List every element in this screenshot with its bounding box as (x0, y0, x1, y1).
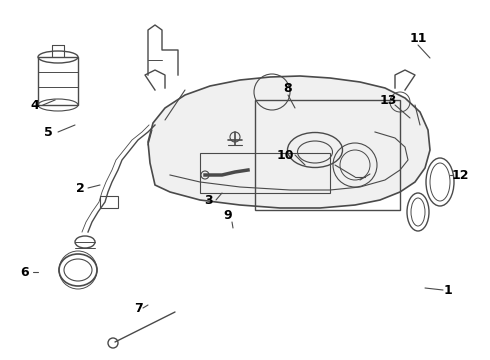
Bar (38, 57, 78, 105)
Text: 11: 11 (409, 32, 427, 45)
Text: 3: 3 (204, 194, 212, 207)
Bar (200, 153, 330, 193)
Text: 5: 5 (44, 126, 52, 139)
Text: 12: 12 (451, 168, 469, 181)
Text: 7: 7 (134, 302, 143, 315)
Text: 10: 10 (276, 149, 294, 162)
Text: 4: 4 (31, 99, 39, 112)
Text: 8: 8 (284, 81, 293, 95)
Text: 1: 1 (443, 284, 452, 297)
Bar (100, 196, 118, 208)
Text: 13: 13 (379, 94, 397, 107)
PathPatch shape (148, 76, 430, 208)
Text: 2: 2 (75, 181, 84, 194)
Text: 9: 9 (224, 208, 232, 221)
Bar (255, 100, 400, 210)
Text: 6: 6 (21, 266, 29, 279)
